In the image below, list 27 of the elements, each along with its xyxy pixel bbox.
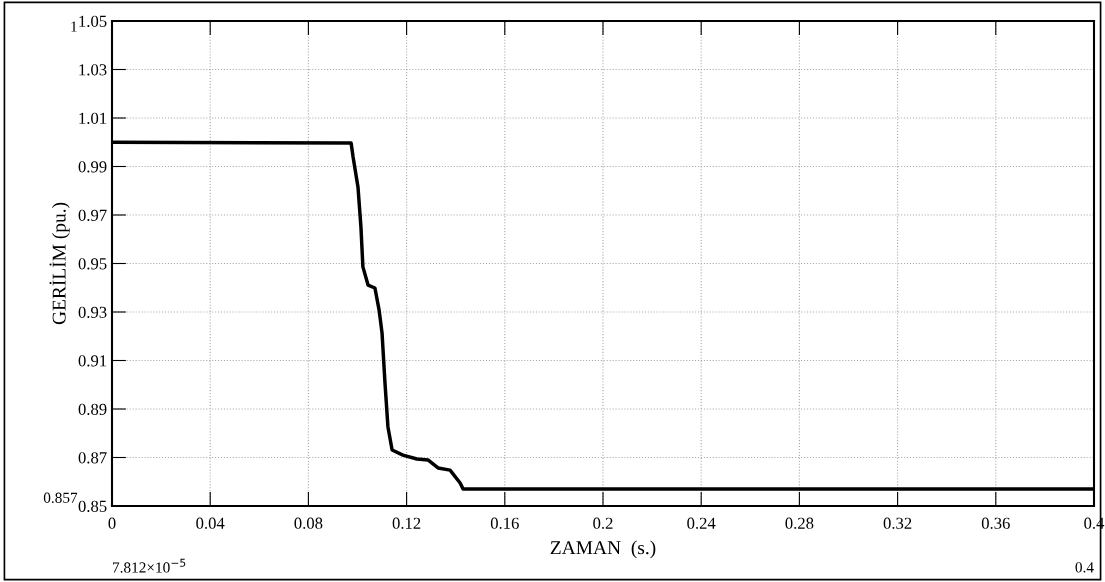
x-tick-label: 0.28 xyxy=(785,517,814,529)
x-tick-label: 0.24 xyxy=(687,517,716,529)
text: 0.4 xyxy=(1075,562,1094,573)
y-tick-label: 0.97 xyxy=(78,209,107,222)
y-tick-label: 1.01 xyxy=(79,112,107,125)
x-tick-label: 0.12 xyxy=(392,517,421,529)
x-tick-label: 0.36 xyxy=(981,517,1010,529)
y-tick-label: 1.03 xyxy=(79,64,107,76)
x-tick-label: 0.32 xyxy=(883,517,912,529)
y-tick-label: 0.89 xyxy=(78,403,107,416)
x-axis-title: ZAMAN (s.) xyxy=(550,540,656,559)
x-tick-label: 0.16 xyxy=(490,517,519,529)
y-tick-label: 0.85 xyxy=(78,500,107,513)
text: 0.857 xyxy=(43,492,78,503)
y-tick-label: 0.87 xyxy=(78,452,107,464)
x-tick-label: 0.04 xyxy=(196,517,225,529)
y-tick-label: 0.95 xyxy=(78,258,107,270)
y-tick-label: 0.91 xyxy=(78,355,107,367)
x-tick-label: 0.2 xyxy=(593,517,613,529)
text: 7.812×10$^{−5}$ xyxy=(113,558,186,573)
y-axis-title: GERİLİM (pu.) xyxy=(49,202,70,325)
y-tick-label: 1.05 xyxy=(79,15,107,28)
text: 1 xyxy=(71,21,77,32)
x-tick-label: 0.08 xyxy=(294,517,323,529)
x-tick-label: 0 xyxy=(108,517,116,529)
y-tick-label: 0.93 xyxy=(78,306,107,319)
y-tick-label: 0.99 xyxy=(78,161,107,173)
